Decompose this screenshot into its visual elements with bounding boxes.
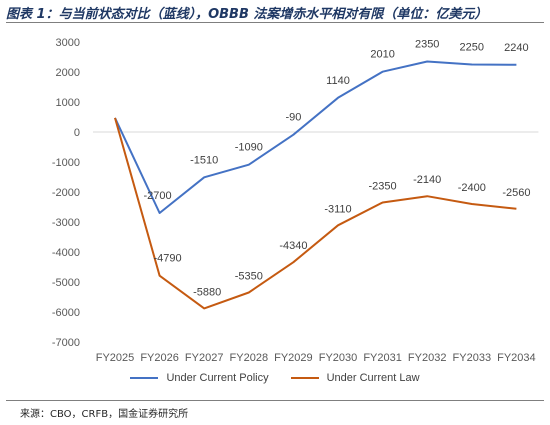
line-chart: 3000 2000 1000 0 -1000 -2000 -3000 -4000 -5000 -6… bbox=[52, 37, 539, 364]
legend: Under Current Policy Under Current Law bbox=[0, 372, 550, 384]
data-label: 2350 bbox=[415, 39, 439, 51]
series-layer bbox=[114, 60, 517, 310]
data-label: 2240 bbox=[504, 42, 528, 54]
series-line-current-law bbox=[114, 117, 517, 310]
y-tick-label: -7000 bbox=[52, 337, 80, 349]
axis-layer: 3000 2000 1000 0 -1000 -2000 -3000 -4000 -5000 -6… bbox=[52, 37, 539, 364]
y-tick-label: 3000 bbox=[56, 37, 80, 49]
y-tick-label: -5000 bbox=[52, 277, 80, 289]
legend-item-current-policy: Under Current Policy bbox=[130, 372, 269, 384]
data-label: 2010 bbox=[370, 49, 394, 61]
footer-divider bbox=[6, 400, 544, 401]
legend-item-current-law: Under Current Law bbox=[290, 372, 420, 384]
source-note: 来源：CBO，CRFB，国金证券研究所 bbox=[20, 409, 189, 420]
data-label: -1090 bbox=[235, 142, 263, 154]
legend-swatch-current-policy bbox=[130, 377, 159, 379]
x-tick-label: FY2032 bbox=[408, 352, 447, 364]
x-tick-label: FY2033 bbox=[453, 352, 492, 364]
x-tick-label: FY2026 bbox=[140, 352, 179, 364]
data-label: -3110 bbox=[324, 203, 351, 215]
x-tick-label: FY2027 bbox=[185, 352, 224, 364]
x-tick-label: FY2028 bbox=[230, 352, 269, 364]
y-tick-label: -1000 bbox=[52, 157, 80, 169]
data-label: -2350 bbox=[369, 181, 397, 193]
data-label: -90 bbox=[285, 112, 301, 124]
data-label: 1140 bbox=[326, 75, 350, 87]
y-tick-label: 0 bbox=[74, 127, 80, 139]
title-divider bbox=[6, 22, 544, 23]
data-label-layer: -2700 -1510 -1090 -90 1140 2010 2350 2250 2240 -4… bbox=[144, 39, 531, 299]
data-label: -5350 bbox=[235, 271, 263, 283]
data-label: -5880 bbox=[193, 286, 221, 298]
data-label: -2700 bbox=[144, 190, 172, 202]
y-tick-label: -3000 bbox=[52, 217, 80, 229]
legend-swatch-current-law bbox=[290, 377, 319, 379]
legend-label-current-law: Under Current Law bbox=[326, 372, 420, 384]
data-label: -4340 bbox=[279, 240, 307, 252]
data-label: 2250 bbox=[460, 42, 484, 54]
y-tick-label: -4000 bbox=[52, 247, 80, 259]
data-label: -2560 bbox=[502, 187, 530, 199]
chart-title: 图表 1：与当前状态对比（蓝线），OBBB 法案增赤水平相对有限（单位：亿美元） bbox=[6, 7, 488, 22]
y-tick-label: 1000 bbox=[56, 97, 80, 109]
y-tick-label: -2000 bbox=[52, 187, 80, 199]
y-tick-label: -6000 bbox=[52, 307, 80, 319]
x-tick-label: FY2030 bbox=[319, 352, 358, 364]
data-label: -2140 bbox=[413, 174, 441, 186]
x-tick-label: FY2034 bbox=[497, 352, 536, 364]
y-tick-label: 2000 bbox=[56, 67, 80, 79]
x-tick-label: FY2025 bbox=[96, 352, 135, 364]
legend-label-current-policy: Under Current Policy bbox=[166, 372, 269, 384]
data-label: -4790 bbox=[154, 253, 182, 265]
data-label: -1510 bbox=[190, 154, 218, 166]
data-label: -2400 bbox=[458, 182, 486, 194]
x-tick-label: FY2029 bbox=[274, 352, 313, 364]
series-line-current-policy bbox=[114, 60, 517, 214]
x-tick-label: FY2031 bbox=[363, 352, 402, 364]
